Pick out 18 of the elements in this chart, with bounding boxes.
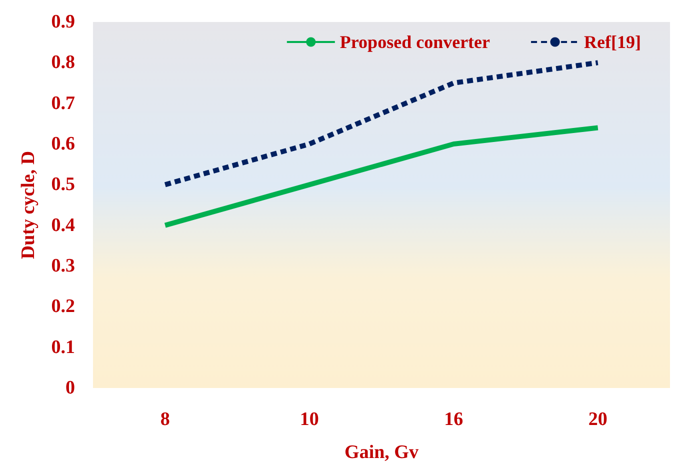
- y-tick-label: 0.7: [51, 92, 76, 114]
- x-axis-title: Gain, Gv: [344, 442, 419, 463]
- y-tick-label: 0.2: [51, 296, 75, 318]
- y-axis-title: Duty cycle, D: [18, 150, 39, 260]
- x-tick-label: 10: [300, 409, 319, 430]
- y-tick-label: 0.6: [51, 134, 75, 154]
- y-tick-label: 0.5: [51, 174, 75, 196]
- y-tick-label: 0.4: [51, 214, 76, 236]
- y-tick-label: 0: [66, 378, 75, 398]
- y-tick-label: 0.8: [51, 52, 75, 74]
- x-tick-label: 8: [160, 409, 170, 430]
- x-tick-label: 16: [444, 409, 464, 430]
- y-tick-label: 0.9: [51, 12, 75, 32]
- y-tick-label: 0.3: [51, 256, 75, 276]
- legend-label: Proposed converter: [340, 32, 490, 52]
- x-tick-label: 20: [588, 409, 608, 430]
- y-tick-label: 0.1: [51, 336, 75, 358]
- legend-label: Ref[19]: [584, 32, 642, 52]
